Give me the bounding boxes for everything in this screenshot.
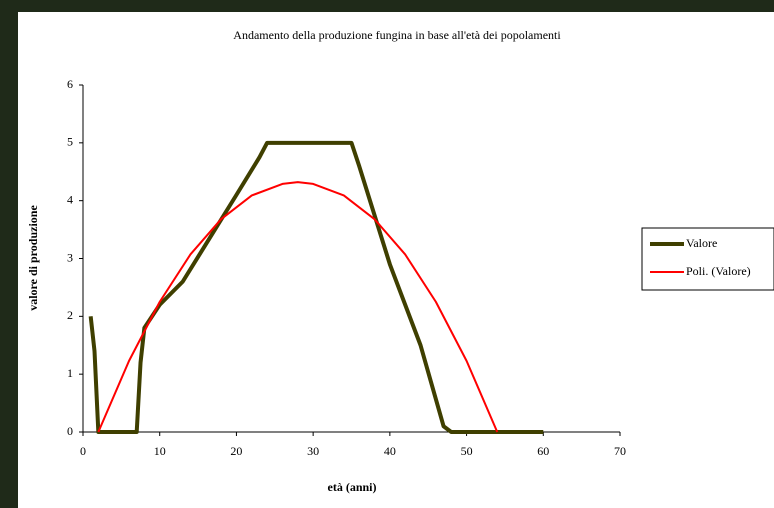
legend-label: Valore [686, 236, 717, 250]
y-tick-label: 0 [67, 424, 73, 438]
x-axis-label: età (anni) [328, 480, 377, 494]
line-series [88, 140, 544, 434]
x-tick-label: 30 [307, 444, 319, 458]
line-series [97, 181, 499, 433]
x-tick-label: 60 [537, 444, 549, 458]
y-tick-label: 2 [67, 308, 73, 322]
x-tick-label: 10 [154, 444, 166, 458]
y-tick-label: 3 [67, 250, 73, 264]
y-tick-label: 4 [67, 192, 73, 206]
x-tick-label: 40 [384, 444, 396, 458]
legend-label: Poli. (Valore) [686, 264, 751, 278]
chart-title: Andamento della produzione fungina in ba… [233, 28, 561, 42]
x-tick-label: 70 [614, 444, 626, 458]
y-tick-label: 1 [67, 366, 73, 380]
y-axis-label: valore di produzione [26, 205, 40, 311]
x-tick-label: 20 [230, 444, 242, 458]
y-tick-label: 6 [67, 77, 73, 91]
legend-box [641, 227, 774, 291]
x-tick-label: 0 [80, 444, 86, 458]
x-tick-label: 50 [461, 444, 473, 458]
y-tick-label: 5 [67, 135, 73, 149]
